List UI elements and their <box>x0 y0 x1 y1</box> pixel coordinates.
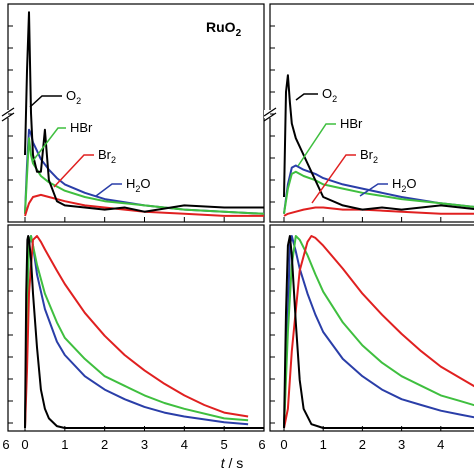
leader-br2-left <box>53 154 94 188</box>
series-line-h2o-left-bottom <box>24 235 249 429</box>
series-line-h2o-left-top <box>24 128 265 215</box>
x-tick-label-left-4: 3 <box>141 437 148 452</box>
series-layer-right-top <box>283 74 474 217</box>
x-tick-label-right-2: 2 <box>359 437 366 452</box>
x-axis-label-var: t <box>221 455 226 471</box>
x-tick-label-left-2: 1 <box>61 437 68 452</box>
panel-title-sub: 2 <box>236 28 242 39</box>
series-line-o2-right-bottom <box>283 235 474 429</box>
series-line-o2-right-top <box>283 74 474 211</box>
leader-h2o-right <box>359 183 388 197</box>
leader-br2-right <box>311 154 356 204</box>
label-hbr-right: HBr <box>340 116 363 131</box>
label-o2-right: O2 <box>322 86 337 104</box>
x-tick-label-right-4: 4 <box>437 437 444 452</box>
label-hbr-left: HBr <box>70 120 93 135</box>
x-tick-label-left-6: 5 <box>221 437 228 452</box>
series-layer-left-bottom <box>24 235 264 429</box>
panel-frame-left-bottom <box>7 224 265 432</box>
x-axis-label-unit: / s <box>225 455 244 471</box>
label-br2-left: Br2 <box>98 147 116 165</box>
series-line-br2-left-top <box>24 193 264 217</box>
x-tick-label-right-1: 1 <box>320 437 327 452</box>
leader-h2o-left <box>95 183 122 197</box>
series-layer-left-top <box>24 11 265 217</box>
label-o2-left: O2 <box>66 88 81 106</box>
panel-frame-right-top <box>269 3 474 223</box>
x-tick-label-left-3: 2 <box>101 437 108 452</box>
series-line-hbr-left-bottom <box>24 235 249 429</box>
leader-hbr-right <box>297 123 336 167</box>
x-axis-label: t / s <box>221 455 244 471</box>
label-br2-right: Br2 <box>360 147 378 165</box>
series-layer-right-bottom <box>283 235 474 429</box>
x-tick-label-left-1: 0 <box>21 437 28 452</box>
leader-hbr-left <box>31 127 66 163</box>
leader-o2-right <box>295 93 318 101</box>
series-line-hbr-right-bottom <box>283 235 474 429</box>
x-tick-label-right-0: 0 <box>280 437 287 452</box>
tick-marks <box>8 25 442 431</box>
series-line-br2-left-bottom <box>24 235 249 429</box>
panel-title: RuO2 <box>206 19 242 39</box>
panel-frame-right-bottom <box>269 224 474 432</box>
label-h2o-left: H2O <box>126 176 151 194</box>
x-tick-label-left-5: 4 <box>181 437 188 452</box>
series-line-o2-left-top <box>24 11 264 213</box>
annotations-left-top: O2 HBr Br2 H2O <box>29 88 151 197</box>
series-line-o2-left-bottom <box>24 235 264 429</box>
series-line-hbr-right-top <box>283 170 474 214</box>
x-tick-label-left-0: 6 <box>2 437 9 452</box>
leader-o2-left <box>29 95 62 108</box>
series-line-hbr-left-top <box>24 137 265 215</box>
label-h2o-right: H2O <box>392 176 417 194</box>
x-tick-label-right-3: 3 <box>398 437 405 452</box>
x-tick-label-left-7: 6 <box>258 437 265 452</box>
series-line-br2-right-top <box>283 206 474 217</box>
annotations-right-top: O2 HBr Br2 H2O <box>295 86 417 204</box>
panel-title-main: RuO <box>206 19 236 35</box>
